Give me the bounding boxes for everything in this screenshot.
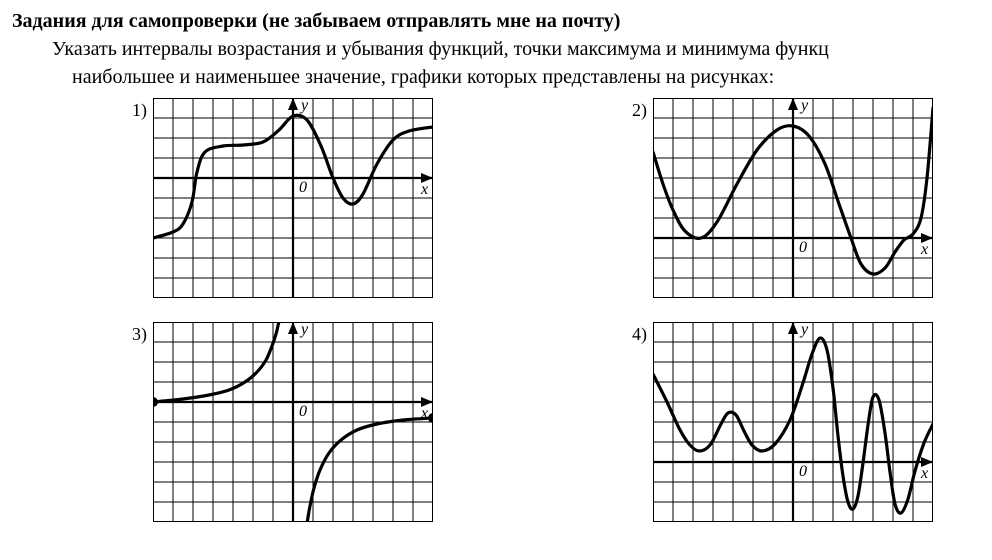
plot-4-wrap: 4) 0 y x <box>632 322 992 522</box>
svg-text:y: y <box>299 98 309 114</box>
assignment-line-1: Указать интервалы возрастания и убывания… <box>52 36 992 62</box>
plot-3-wrap: 3) 0yx <box>132 322 592 522</box>
svg-text:x: x <box>920 465 928 482</box>
plot-2-number: 2) <box>632 100 647 121</box>
plots-grid: 1) 0 y x 2) 0 y x 3) 0 y x 4) 0 y x <box>12 98 992 522</box>
assignment-heading: Задания для самопроверки (не забываем от… <box>12 8 992 34</box>
svg-text:x: x <box>920 241 928 258</box>
plot-1: 0 y x <box>153 98 433 298</box>
plot-2-wrap: 2) 0 y x <box>632 98 992 298</box>
plot-3: 0yx <box>153 322 433 522</box>
plot-4-number: 4) <box>632 324 647 345</box>
plot-3-number: 3) <box>132 324 147 345</box>
plot-4: 0 y x <box>653 322 933 522</box>
svg-text:0: 0 <box>799 463 807 480</box>
svg-text:y: y <box>799 322 809 338</box>
svg-text:x: x <box>420 181 428 198</box>
plot-1-wrap: 1) 0 y x <box>132 98 592 298</box>
svg-text:y: y <box>799 98 809 114</box>
svg-text:0: 0 <box>299 403 307 420</box>
svg-text:y: y <box>299 322 309 338</box>
plot-1-number: 1) <box>132 100 147 121</box>
svg-text:0: 0 <box>799 239 807 256</box>
svg-text:0: 0 <box>299 179 307 196</box>
plot-2: 0 y x <box>653 98 933 298</box>
assignment-line-2: наибольшее и наименьшее значение, график… <box>72 64 992 90</box>
